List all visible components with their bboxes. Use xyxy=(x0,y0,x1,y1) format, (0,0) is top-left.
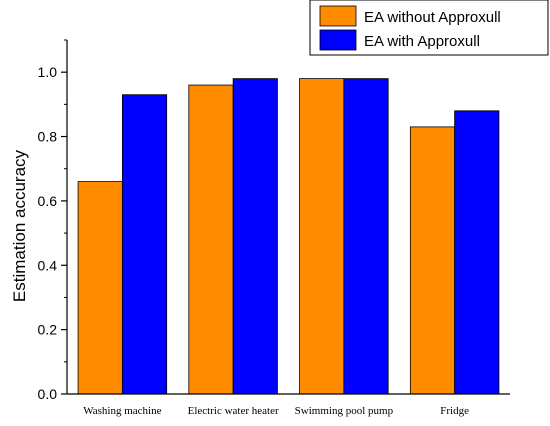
x-tick-label: Washing machine xyxy=(83,405,161,417)
bar-without-approxull-2 xyxy=(299,78,345,395)
legend-label-series-0: EA without Approxull xyxy=(364,9,501,26)
bar-with-approxull-3 xyxy=(454,110,500,395)
bar-without-approxull-0 xyxy=(77,181,123,395)
x-tick-label: Swimming pool pump xyxy=(295,405,394,417)
y-ticks: 0.0 0.2 0.4 0.6 0.8 1.0 xyxy=(38,39,67,402)
y-tick-label: 0.6 xyxy=(38,193,58,209)
y-tick-label: 1.0 xyxy=(38,64,58,80)
y-tick-label: 0.8 xyxy=(38,129,58,145)
y-tick-label: 0.4 xyxy=(38,257,58,273)
y-axis-label: Estimation accuracy xyxy=(10,149,29,302)
bar-with-approxull-1 xyxy=(232,78,278,395)
bar-with-approxull-0 xyxy=(121,94,168,395)
legend-label-series-1: EA with Approxull xyxy=(364,33,480,50)
legend-swatch-series-1 xyxy=(319,29,357,51)
bar-with-approxull-2 xyxy=(343,78,389,395)
bar-without-approxull-3 xyxy=(409,126,456,395)
y-tick-label: 0.2 xyxy=(38,322,58,338)
y-tick-label: 0.0 xyxy=(38,386,58,402)
x-tick-label: Electric water heater xyxy=(188,405,279,417)
legend-swatch-series-0 xyxy=(319,5,357,27)
legend: EA without Approxull EA with Approxull xyxy=(309,0,549,56)
bars-group xyxy=(77,78,500,395)
bar-without-approxull-1 xyxy=(188,84,234,395)
x-tick-labels: Washing machine Electric water heater Swim… xyxy=(83,405,469,417)
x-tick-label: Fridge xyxy=(440,405,469,417)
